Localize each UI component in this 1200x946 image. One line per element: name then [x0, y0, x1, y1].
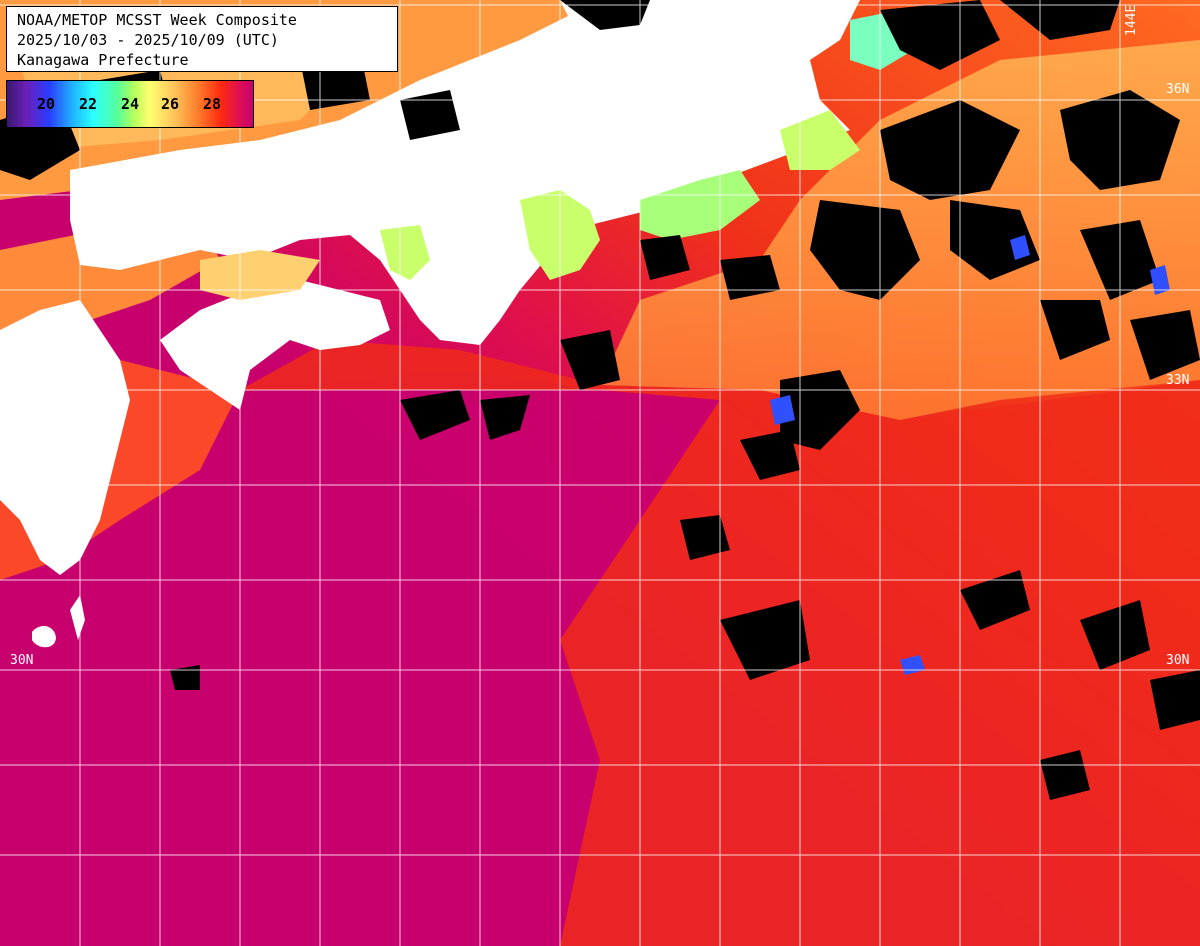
lat-label-36n-right: 36N	[1166, 82, 1190, 97]
land-shikoku	[160, 280, 390, 410]
lat-label-33n-right: 33N	[1166, 373, 1190, 388]
coastal-cool-water-tokai	[640, 170, 760, 240]
title-line1: NOAA/METOP MCSST Week Composite	[17, 11, 297, 29]
lat-label-30n-left: 30N	[10, 653, 34, 668]
land-west-kyushu-isle	[10, 394, 39, 426]
legend-colorbar	[7, 81, 253, 127]
land-island-north	[475, 150, 500, 195]
cold-patches	[770, 235, 1170, 675]
lat-label-30n-right: 30N	[1166, 653, 1190, 668]
title-line2: 2025/10/03 - 2025/10/09 (UTC)	[17, 31, 279, 49]
title-line3: Kanagawa Prefecture	[17, 51, 189, 69]
legend-tick-22: 22	[79, 95, 98, 113]
land-kyushu	[0, 300, 130, 575]
legend-tick-28: 28	[203, 95, 222, 113]
warm-kuroshio-zone	[0, 370, 720, 946]
land-honshu	[70, 0, 860, 345]
land-yakushima	[32, 626, 56, 648]
inland-sea-yellow	[200, 250, 320, 300]
legend-tick-24: 24	[121, 95, 140, 113]
color-legend: 20 22 24 26 28	[6, 80, 254, 128]
lon-label-144e: 144E	[1124, 4, 1139, 36]
lat-label-33n-left: 33N	[10, 373, 34, 388]
legend-tick-20: 20	[37, 95, 56, 113]
coastal-cool-water-shikoku	[380, 225, 430, 280]
legend-tick-26: 26	[161, 95, 180, 113]
title-box: NOAA/METOP MCSST Week Composite 2025/10/…	[6, 6, 398, 72]
land-tanegashima	[70, 595, 85, 640]
